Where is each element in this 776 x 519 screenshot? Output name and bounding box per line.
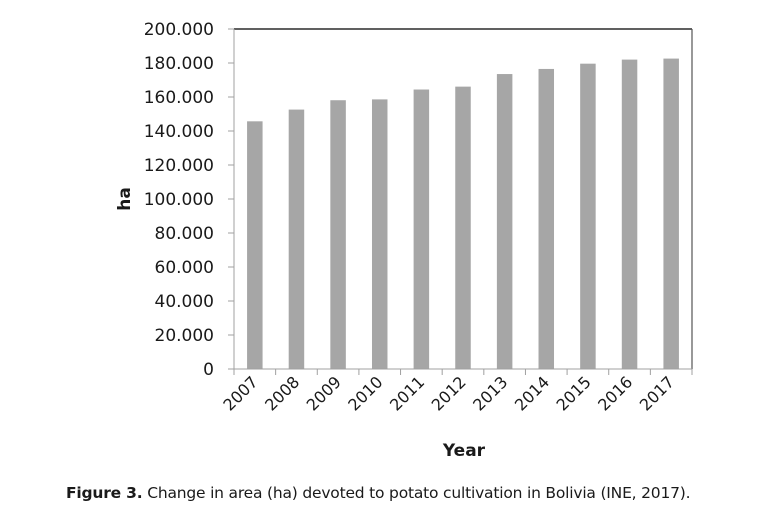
figure-caption: Figure 3. Change in area (ha) devoted to… bbox=[66, 484, 766, 502]
x-tick-label-2017: 2017 bbox=[636, 372, 678, 414]
x-tick-label-2013: 2013 bbox=[469, 372, 511, 414]
bar-2015 bbox=[580, 63, 596, 370]
x-tick-label-2009: 2009 bbox=[303, 372, 345, 414]
bar-2008 bbox=[288, 109, 305, 369]
x-tick-label-2008: 2008 bbox=[261, 372, 303, 414]
bar-2014 bbox=[538, 68, 555, 369]
bar-2007 bbox=[247, 121, 263, 369]
figure-label: Figure 3. bbox=[66, 484, 143, 502]
y-tick-label: 100.000 bbox=[144, 190, 214, 210]
bar-chart: 0 20.000 40.000 60.000 80.000 100.000 120.000 1… bbox=[115, 20, 693, 461]
y-tick-label: 160.000 bbox=[144, 88, 214, 108]
y-axis-title: ha bbox=[115, 187, 135, 211]
x-tick-label-2007: 2007 bbox=[219, 372, 261, 414]
bars-group bbox=[247, 58, 679, 370]
x-ticks-group: 2007 2008 2009 2010 2011 2012 2013 2014 2015 2016… bbox=[219, 369, 693, 415]
x-tick-label-2010: 2010 bbox=[344, 372, 386, 414]
x-axis-title: Year bbox=[442, 441, 486, 461]
bar-2011 bbox=[413, 89, 430, 370]
bar-2010 bbox=[371, 99, 388, 369]
y-tick-label: 0 bbox=[203, 360, 214, 380]
x-tick-label-2012: 2012 bbox=[428, 372, 470, 414]
y-tick-label: 40.000 bbox=[155, 292, 214, 312]
y-tick-label: 120.000 bbox=[144, 156, 214, 176]
x-tick-label-2014: 2014 bbox=[511, 372, 553, 414]
x-tick-label-2011: 2011 bbox=[386, 372, 428, 414]
y-tick-label: 140.000 bbox=[144, 122, 214, 142]
x-tick-label-2016: 2016 bbox=[594, 372, 636, 414]
y-tick-label: 200.000 bbox=[144, 20, 214, 40]
bar-2016 bbox=[621, 59, 638, 369]
bar-2012 bbox=[455, 86, 471, 369]
y-tick-label: 180.000 bbox=[144, 54, 214, 74]
y-ticks-group: 0 20.000 40.000 60.000 80.000 100.000 120.000 1… bbox=[144, 20, 234, 380]
y-tick-label: 60.000 bbox=[155, 258, 214, 278]
bar-2009 bbox=[330, 100, 346, 369]
bar-2013 bbox=[496, 74, 513, 370]
x-tick-label-2015: 2015 bbox=[553, 372, 595, 414]
figure-caption-text: Change in area (ha) devoted to potato cu… bbox=[142, 484, 691, 502]
y-tick-label: 80.000 bbox=[155, 224, 214, 244]
bar-2017 bbox=[663, 58, 679, 369]
y-tick-label: 20.000 bbox=[155, 326, 214, 346]
